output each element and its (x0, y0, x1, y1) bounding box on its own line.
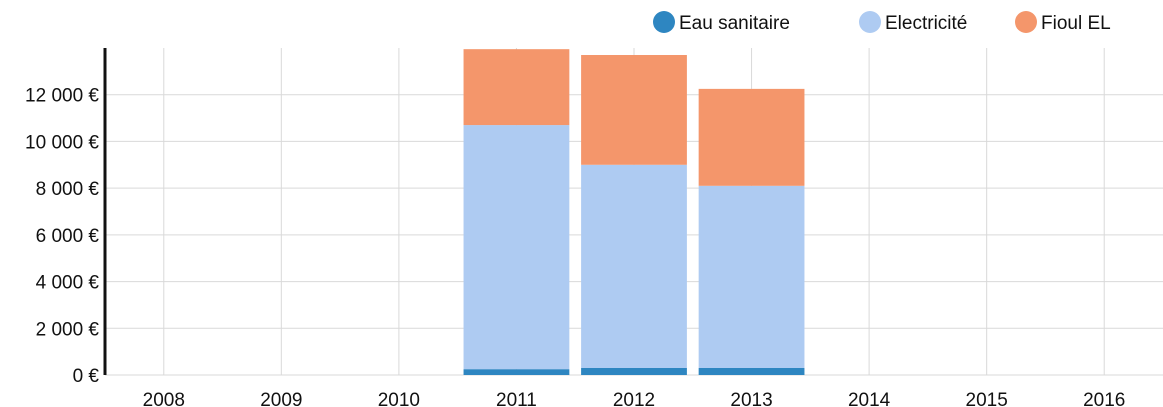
legend-label: Fioul EL (1041, 13, 1111, 34)
x-tick-label: 2012 (613, 390, 655, 407)
bar-electricit--2013[interactable] (698, 185, 805, 368)
bar-eau-sanitaire-2011[interactable] (463, 369, 570, 375)
bar-fioul-el-2011[interactable] (463, 49, 570, 126)
bars (463, 49, 805, 375)
bar-electricit--2011[interactable] (463, 125, 570, 370)
y-tick-label: 4 000 € (36, 273, 100, 294)
x-axis-ticks: 2008 2009 2010 2011 2012 2013 2014 2015 2016 (143, 390, 1126, 407)
y-tick-label: 8 000 € (36, 179, 100, 200)
x-tick-label: 2014 (848, 390, 891, 407)
legend-marker (859, 11, 881, 33)
y-tick-label: 0 € (73, 366, 100, 387)
x-tick-label: 2015 (966, 390, 1008, 407)
legend-item-fioul-el[interactable]: Fioul EL (1015, 11, 1111, 34)
bar-eau-sanitaire-2013[interactable] (698, 367, 805, 375)
bar-electricit--2012[interactable] (581, 164, 687, 368)
legend-item-eau-sanitaire[interactable]: Eau sanitaire (653, 11, 790, 34)
x-tick-label: 2008 (143, 390, 185, 407)
x-tick-label: 2011 (496, 390, 537, 407)
legend-item-electricit-[interactable]: Electricité (859, 11, 967, 34)
x-tick-label: 2010 (378, 390, 420, 407)
x-tick-label: 2016 (1083, 390, 1125, 407)
legend-label: Electricité (885, 13, 967, 34)
y-tick-label: 12 000 € (25, 86, 99, 107)
y-tick-label: 2 000 € (36, 319, 100, 340)
y-tick-label: 10 000 € (25, 132, 99, 153)
y-axis-ticks: 0 € 2 000 € 4 000 € 6 000 € 8 000 € 10 000 € 1… (25, 86, 99, 387)
legend[interactable]: Eau sanitaire Electricité Fioul EL (653, 11, 1111, 34)
legend-label: Eau sanitaire (679, 13, 790, 34)
x-tick-label: 2013 (730, 390, 772, 407)
bar-eau-sanitaire-2012[interactable] (581, 367, 687, 375)
bar-fioul-el-2012[interactable] (581, 55, 687, 165)
y-tick-label: 6 000 € (36, 226, 100, 247)
legend-marker (653, 11, 675, 33)
legend-marker (1015, 11, 1037, 33)
bar-fioul-el-2013[interactable] (698, 88, 805, 186)
x-tick-label: 2009 (260, 390, 302, 407)
